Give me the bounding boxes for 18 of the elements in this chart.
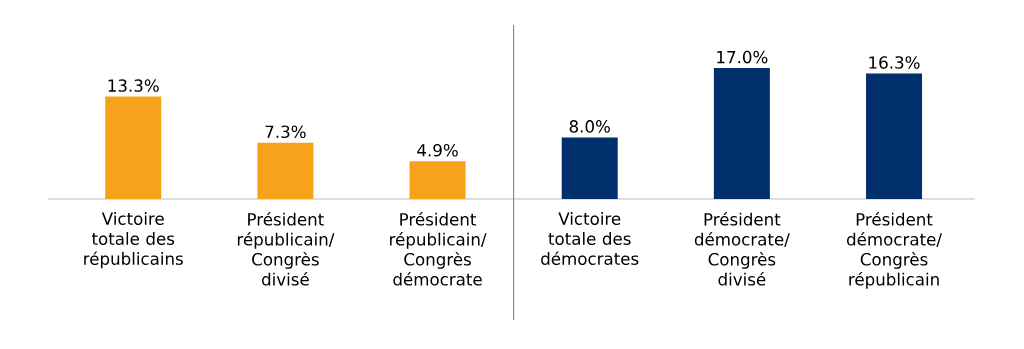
x-tick-label: Victoire totale des républicains	[84, 212, 183, 269]
x-tick-label: Président démocrate/ Congrès républicain	[846, 212, 942, 289]
x-tick-label: Président républicain/ Congrès divisé	[237, 212, 335, 286]
x-tick-label: Victoire totale des démocrates	[541, 212, 639, 265]
bar	[561, 137, 618, 199]
data-label: 4.9%	[417, 143, 458, 157]
data-label: 13.3%	[108, 79, 159, 92]
x-tick-label: Président républicain/ Congrès démocrate	[390, 212, 487, 286]
data-label: 17.0%	[717, 50, 768, 64]
bar	[105, 96, 162, 199]
bar	[257, 142, 314, 199]
bar	[866, 73, 923, 199]
data-label: 8.0%	[569, 120, 610, 133]
data-label: 7.3%	[265, 125, 306, 139]
data-label: 16.3%	[869, 56, 920, 69]
bar	[713, 68, 770, 199]
bar	[409, 161, 466, 199]
x-tick-label: Président démocrate/ Congrès divisé	[694, 212, 790, 286]
